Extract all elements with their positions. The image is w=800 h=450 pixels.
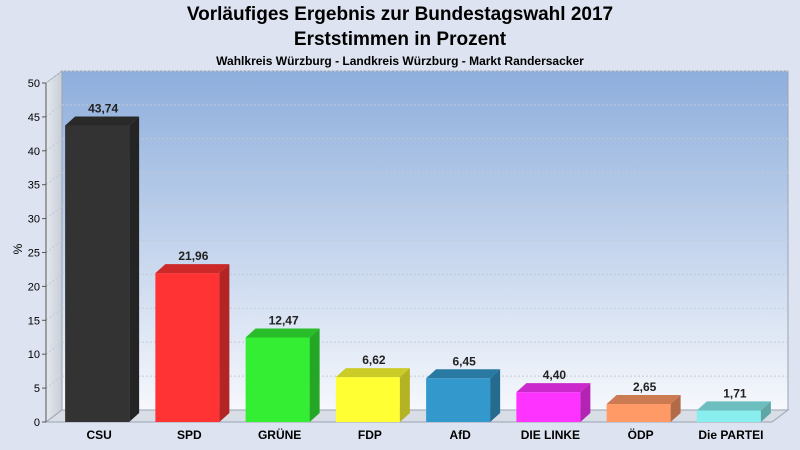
bar-value-label: 2,65 bbox=[633, 380, 657, 394]
x-category-label: Die PARTEI bbox=[698, 428, 763, 442]
bar-front bbox=[606, 404, 671, 422]
gridline-side bbox=[45, 206, 63, 220]
y-tick-label: 15 bbox=[28, 315, 40, 327]
bar-value-label: 12,47 bbox=[269, 313, 299, 327]
x-category-label: ÖDP bbox=[628, 427, 654, 442]
bar-value-label: 6,62 bbox=[362, 353, 386, 367]
y-tick-label: 25 bbox=[28, 248, 40, 260]
x-category-label: DIE LINKE bbox=[521, 428, 580, 442]
bar-side bbox=[580, 383, 591, 422]
x-category-label: GRÜNE bbox=[258, 427, 301, 442]
y-tick-label: 5 bbox=[34, 383, 40, 395]
bar-side bbox=[129, 116, 140, 422]
y-tick-label: 20 bbox=[28, 281, 40, 293]
gridline-side bbox=[45, 104, 63, 118]
bar-top bbox=[606, 395, 681, 405]
bar-front bbox=[426, 378, 491, 422]
bar-side bbox=[490, 369, 501, 422]
bar-value-label: 4,40 bbox=[543, 368, 567, 382]
gridline-side bbox=[45, 273, 63, 287]
bar-side bbox=[670, 395, 681, 422]
chart-subsubtitle: Wahlkreis Würzburg - Landkreis Würzburg … bbox=[216, 54, 584, 68]
bar-front bbox=[245, 337, 310, 422]
gridline-side bbox=[45, 138, 63, 152]
bar-front bbox=[335, 377, 400, 422]
y-tick-label: 35 bbox=[28, 180, 40, 192]
bar-top bbox=[516, 383, 591, 393]
x-category-label: AfD bbox=[449, 428, 471, 442]
bar-front bbox=[155, 273, 220, 422]
bar-side bbox=[399, 368, 410, 422]
y-tick-label: 50 bbox=[28, 78, 40, 90]
bar-front bbox=[516, 392, 581, 422]
bar-value-label: 1,71 bbox=[723, 386, 747, 400]
y-tick-label: 40 bbox=[28, 146, 40, 158]
gridline-side bbox=[45, 375, 63, 389]
chart-subtitle: Erststimmen in Prozent bbox=[293, 29, 507, 50]
bar-top bbox=[426, 369, 501, 379]
y-tick-label: 10 bbox=[28, 349, 40, 361]
bar-value-label: 6,45 bbox=[452, 354, 476, 368]
x-category-label: SPD bbox=[177, 428, 202, 442]
bar-top bbox=[245, 328, 320, 338]
y-tick-label: 45 bbox=[28, 112, 40, 124]
gridline-side bbox=[45, 70, 63, 84]
x-category-label: FDP bbox=[358, 428, 382, 442]
bar-front bbox=[696, 410, 761, 422]
bar-side bbox=[760, 401, 771, 422]
bar-side bbox=[219, 264, 230, 422]
bar-side bbox=[309, 328, 320, 422]
gridline-side bbox=[45, 240, 63, 253]
bar-value-label: 43,74 bbox=[88, 101, 118, 115]
bar-top bbox=[155, 264, 230, 274]
gridline-side bbox=[45, 341, 63, 355]
y-tick-label: 0 bbox=[34, 417, 40, 429]
bar-top bbox=[65, 116, 140, 126]
x-category-label: CSU bbox=[86, 428, 111, 442]
y-axis-label: % bbox=[11, 243, 25, 254]
gridline-side bbox=[45, 172, 63, 186]
bar-top bbox=[696, 401, 771, 411]
bar-value-label: 21,96 bbox=[178, 249, 208, 263]
gridline-side bbox=[45, 307, 63, 321]
bar-top bbox=[335, 368, 410, 378]
bar-front bbox=[65, 125, 130, 422]
y-tick-label: 30 bbox=[28, 214, 40, 226]
chart-title: Vorläufiges Ergebnis zur Bundestagswahl … bbox=[186, 4, 614, 25]
